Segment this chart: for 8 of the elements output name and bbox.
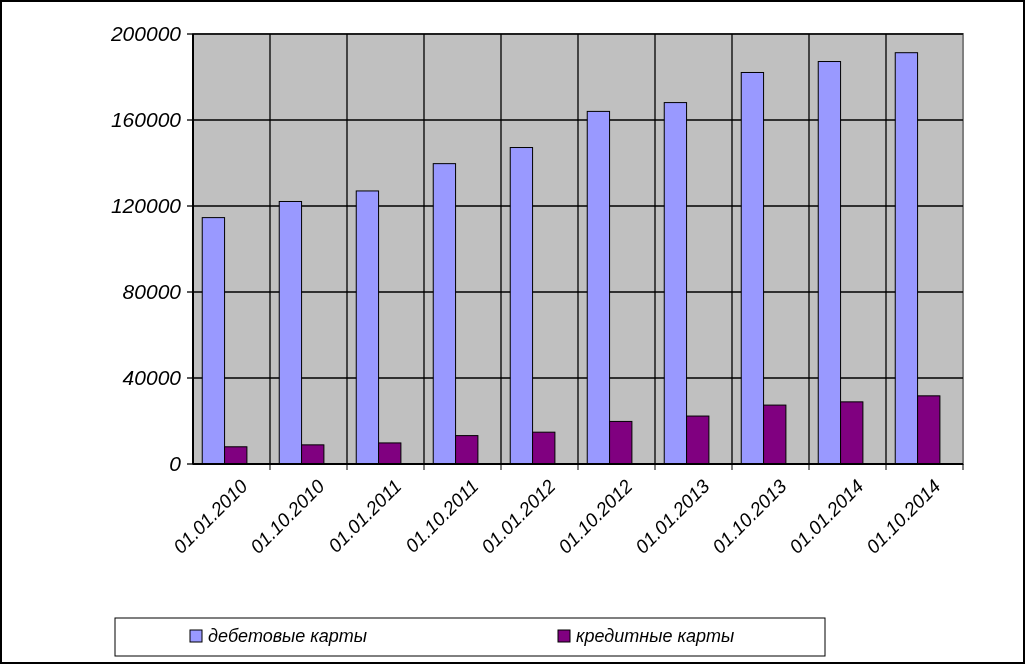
y-tick-label: 200000 bbox=[109, 22, 182, 46]
legend-label: дебетовые карты bbox=[208, 626, 368, 647]
y-tick-label: 120000 bbox=[110, 194, 182, 218]
y-tick-label: 0 bbox=[169, 452, 182, 476]
y-tick-label: 160000 bbox=[110, 108, 182, 132]
y-tick-label: 80000 bbox=[122, 280, 182, 304]
y-tick-label: 40000 bbox=[122, 366, 182, 390]
legend-label: кредитные карты bbox=[576, 626, 735, 647]
